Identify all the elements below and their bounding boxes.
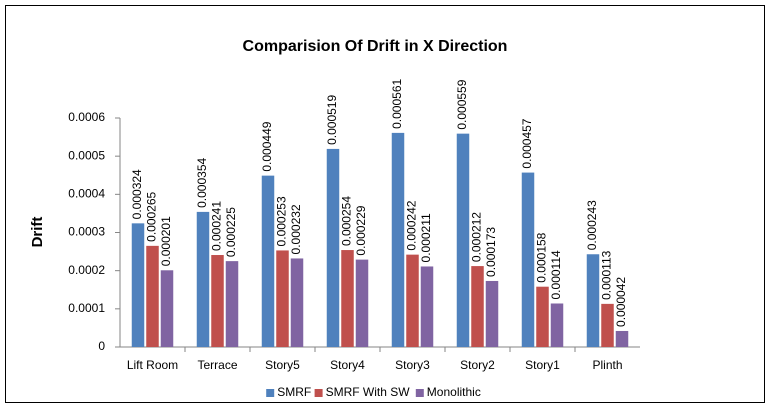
x-tick-label: Story4 [330,358,365,372]
data-label: 0.000211 [419,213,433,262]
bar [160,270,174,347]
legend-label: SMRF With SW [326,385,411,399]
y-tick-label: 0.0006 [68,110,105,124]
bar [276,250,289,347]
x-tick-label: Story3 [395,358,430,372]
bar [290,258,304,347]
data-label: 0.000561 [390,79,404,129]
data-label: 0.000158 [535,232,549,282]
data-label: 0.000232 [289,204,303,254]
bar [225,261,239,347]
data-label: 0.000457 [520,118,534,168]
x-tick-label: Plinth [592,358,622,372]
chart-border [5,5,765,403]
bar [601,303,614,347]
bar [485,280,499,347]
x-tick-label: Lift Room [127,358,178,372]
data-label: 0.000354 [195,158,209,208]
x-tick-label: Terrace [197,358,237,372]
bar [521,172,535,347]
bar [341,250,354,347]
legend-swatch [314,389,323,397]
bar [326,148,340,347]
y-tick-label: 0.0004 [68,187,105,201]
data-label: 0.000114 [549,250,563,299]
x-tick-label: Story1 [525,358,560,372]
bar [586,254,600,347]
data-label: 0.000242 [405,200,419,250]
data-label: 0.000324 [130,169,144,219]
data-label: 0.000173 [484,227,498,277]
data-label: 0.000243 [585,200,599,250]
legend-label: Monolithic [427,385,481,399]
data-label: 0.000254 [340,196,354,246]
y-tick-label: 0 [98,339,105,353]
bar [420,266,434,347]
legend-swatch [266,389,275,397]
legend-swatch [415,389,424,397]
y-axis-label: Drift [29,217,46,248]
data-label: 0.000519 [325,95,339,145]
bar [550,303,564,347]
y-tick-label: 0.0002 [68,263,105,277]
data-label: 0.000265 [145,191,159,241]
chart-title: Comparision Of Drift in X Direction [243,38,508,55]
data-label: 0.000229 [354,205,368,255]
data-label: 0.000241 [210,201,224,251]
y-tick-label: 0.0005 [68,148,105,162]
data-label: 0.000201 [159,216,173,266]
legend-label: SMRF [277,385,311,399]
bar [211,255,224,347]
bar [146,245,159,347]
data-label: 0.000113 [600,250,614,299]
data-label: 0.000559 [455,79,469,129]
x-tick-label: Story5 [265,358,300,372]
bar [391,132,405,347]
bar [406,254,419,347]
y-tick-label: 0.0001 [68,301,105,315]
bar [615,330,629,347]
data-label: 0.000212 [470,212,484,262]
data-label: 0.000253 [275,196,289,246]
bar [536,286,549,347]
data-label: 0.000449 [260,121,274,171]
bar [471,266,484,347]
data-label: 0.000042 [614,277,628,327]
bar [261,175,275,347]
bar [456,133,470,347]
bar [131,223,145,347]
y-tick-label: 0.0003 [68,225,105,239]
data-label: 0.000225 [224,207,238,257]
bar [196,211,210,347]
x-tick-label: Story2 [460,358,495,372]
bar [355,259,369,347]
